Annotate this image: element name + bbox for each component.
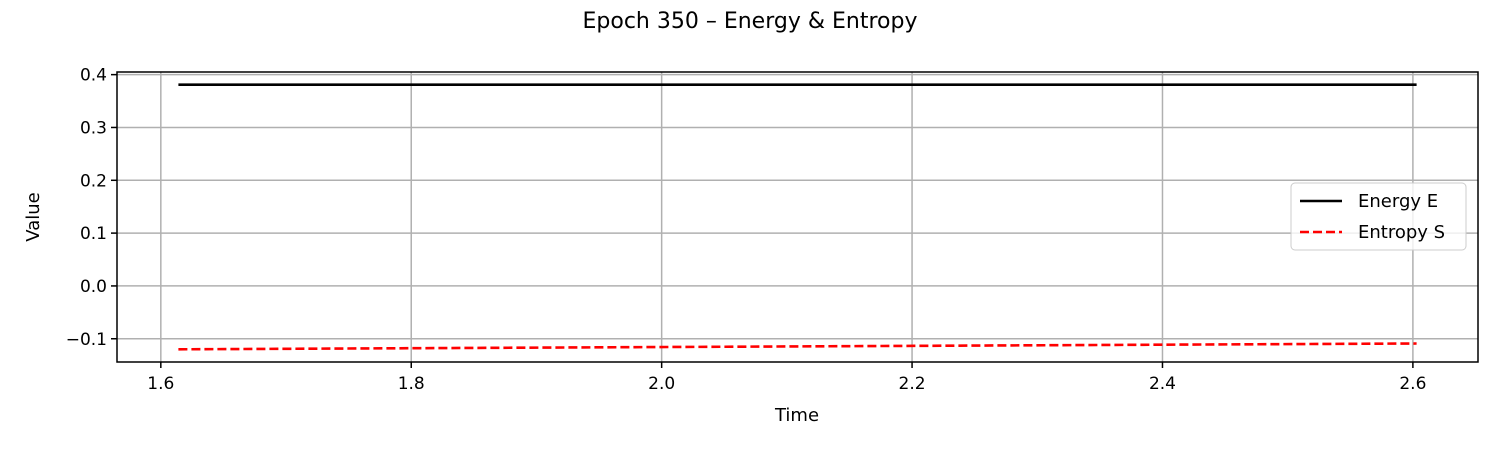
grid <box>117 72 1478 362</box>
y-tick-label: 0.3 <box>80 118 107 138</box>
x-tick-label: 2.0 <box>648 374 675 394</box>
series-lines <box>178 83 1417 351</box>
y-tick-label: 0.0 <box>80 277 107 297</box>
legend-label: Entropy S <box>1358 222 1445 243</box>
x-tick-label: 2.2 <box>899 374 926 394</box>
y-tick-label: 0.4 <box>80 66 107 86</box>
x-tick-label: 1.8 <box>398 374 425 394</box>
x-tick-label: 2.4 <box>1149 374 1176 394</box>
legend-label: Energy E <box>1358 191 1438 212</box>
y-tick-label: 0.2 <box>80 171 107 191</box>
x-axis-label: Time <box>774 405 819 426</box>
legend: Energy E Entropy S <box>1290 182 1467 251</box>
x-axis: 1.6 1.8 2.0 2.2 2.4 2.6 <box>147 362 1426 394</box>
x-tick-label: 2.6 <box>1399 374 1426 394</box>
chart-title: Epoch 350 – Energy & Entropy <box>583 9 918 34</box>
y-axis-label: Value <box>23 192 44 241</box>
plot-area-frame <box>116 71 1479 363</box>
y-tick-label: −0.1 <box>66 330 107 350</box>
y-axis: −0.1 0.0 0.1 0.2 0.3 0.4 <box>66 66 117 350</box>
y-tick-label: 0.1 <box>80 224 107 244</box>
series-line-entropy <box>178 342 1417 351</box>
x-tick-label: 1.6 <box>147 374 174 394</box>
